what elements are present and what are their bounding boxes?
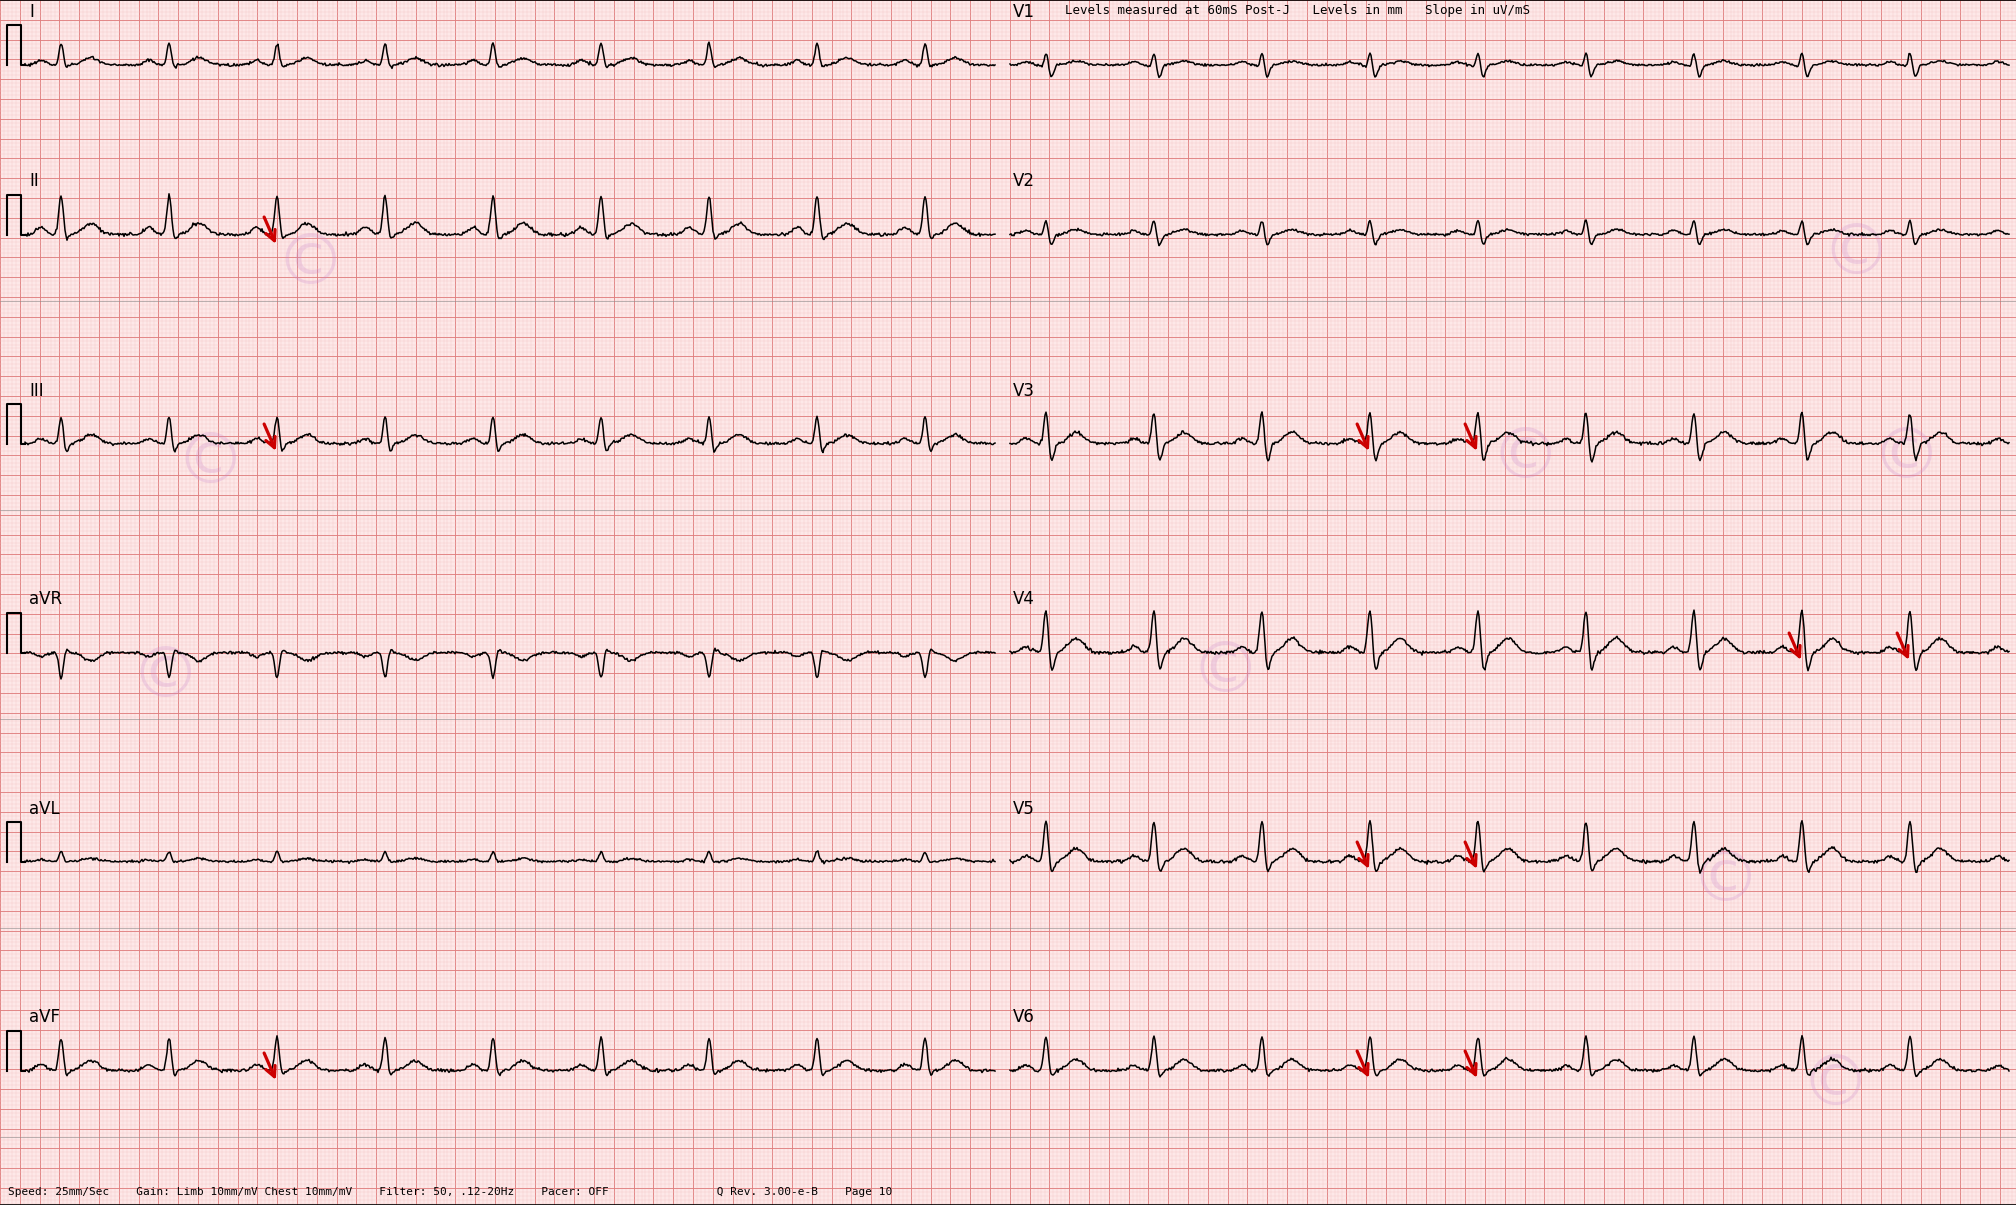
Text: II: II — [28, 172, 38, 190]
Text: aVR: aVR — [28, 590, 62, 609]
Text: V5: V5 — [1012, 799, 1034, 817]
Text: V6: V6 — [1012, 1009, 1034, 1027]
Text: ©: © — [1689, 848, 1760, 915]
Text: aVL: aVL — [28, 799, 60, 817]
Text: V2: V2 — [1012, 172, 1034, 190]
Text: I: I — [28, 2, 34, 20]
Text: Speed: 25mm/Sec    Gain: Limb 10mm/mV Chest 10mm/mV    Filter: 50, .12-20Hz    P: Speed: 25mm/Sec Gain: Limb 10mm/mV Chest… — [8, 1187, 893, 1197]
Text: ©: © — [276, 231, 345, 298]
Text: aVF: aVF — [28, 1009, 60, 1027]
Text: V3: V3 — [1012, 382, 1034, 400]
Text: ©: © — [1189, 639, 1260, 706]
Text: Levels measured at 60mS Post-J   Levels in mm   Slope in uV/mS: Levels measured at 60mS Post-J Levels in… — [1064, 4, 1530, 17]
Text: ©: © — [175, 430, 244, 496]
Text: ©: © — [1820, 221, 1891, 288]
Text: V1: V1 — [1012, 2, 1034, 20]
Text: V4: V4 — [1012, 590, 1034, 609]
Text: ©: © — [1871, 425, 1941, 492]
Text: ©: © — [1800, 1052, 1869, 1119]
Text: ©: © — [1490, 425, 1560, 492]
Text: III: III — [28, 382, 44, 400]
Text: ©: © — [131, 643, 200, 711]
